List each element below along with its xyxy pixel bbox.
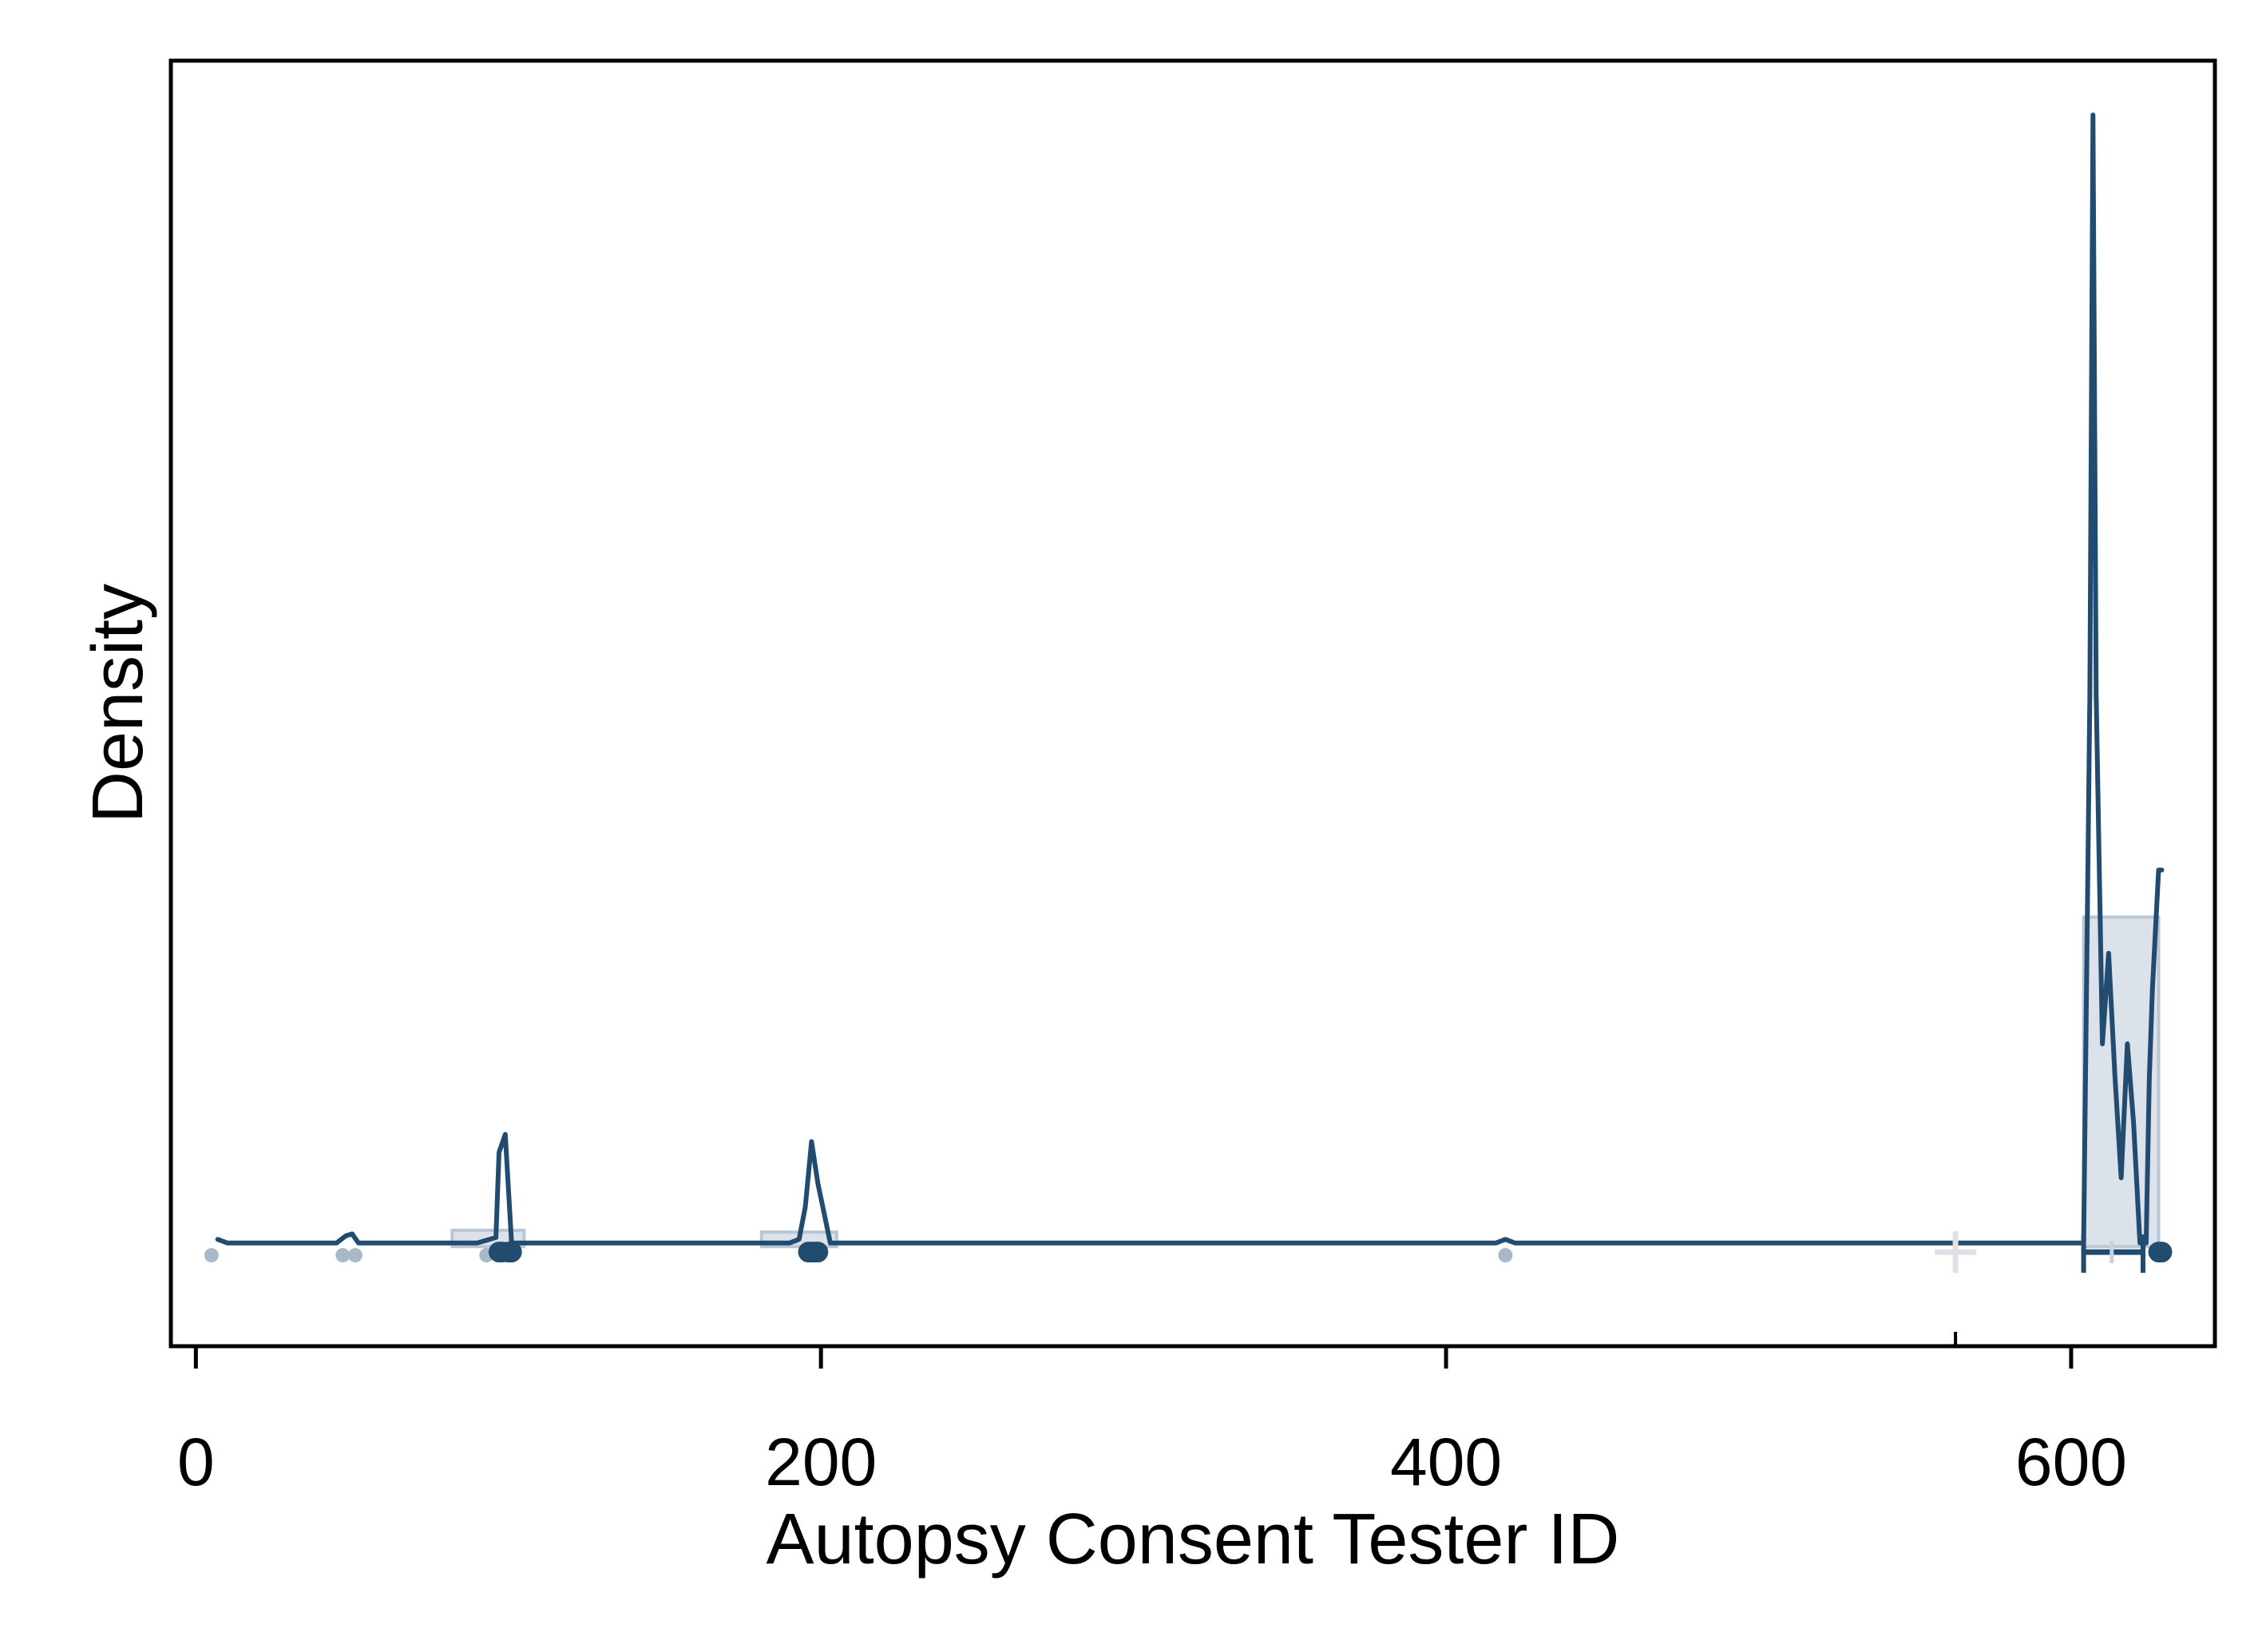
rug-point-8 — [501, 1242, 522, 1263]
rug-point-3 — [347, 1248, 362, 1263]
y-axis-title: Density — [78, 584, 158, 823]
plot-frame — [168, 58, 2217, 1349]
rug-layer — [204, 1242, 2173, 1263]
x-tick-label-400: 400 — [1390, 1424, 1502, 1499]
x-axis: 0 200 400 600 — [177, 1346, 2127, 1499]
boxplot-layer — [2081, 1234, 2145, 1274]
x-tick-label-600: 600 — [2015, 1424, 2127, 1499]
rug-point-13 — [1498, 1248, 1513, 1263]
rug-point-12 — [807, 1242, 829, 1263]
density-curve — [215, 113, 2165, 1246]
mean-marker-layer — [1935, 1231, 1977, 1346]
rug-point-15 — [2151, 1242, 2173, 1263]
x-axis-title: Autopsy Consent Tester ID — [767, 1499, 1620, 1579]
rug-point-1 — [204, 1248, 219, 1263]
density-layer — [215, 113, 2165, 1246]
rug-point-2 — [335, 1248, 351, 1263]
x-tick-label-200: 200 — [765, 1424, 877, 1499]
histogram-layer — [450, 915, 2161, 1249]
x-tick-label-0: 0 — [177, 1424, 215, 1499]
